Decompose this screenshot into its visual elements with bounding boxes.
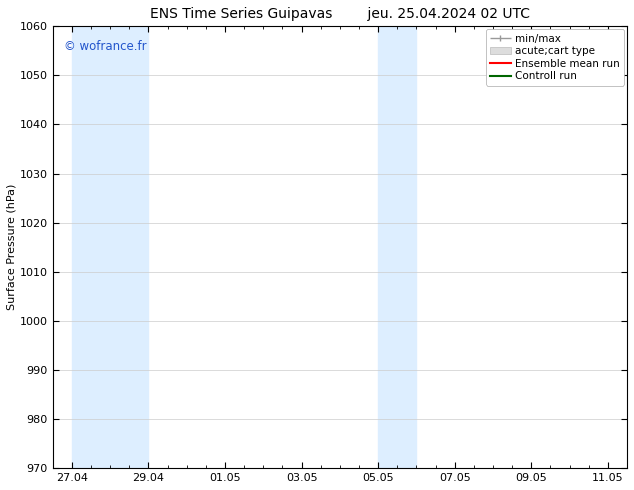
Title: ENS Time Series Guipavas        jeu. 25.04.2024 02 UTC: ENS Time Series Guipavas jeu. 25.04.2024… (150, 7, 530, 21)
Y-axis label: Surface Pressure (hPa): Surface Pressure (hPa) (7, 184, 17, 311)
Bar (72, 26, 148, 468)
Bar (378, 26, 417, 468)
Legend: min/max, acute;cart type, Ensemble mean run, Controll run: min/max, acute;cart type, Ensemble mean … (486, 29, 624, 86)
Text: © wofrance.fr: © wofrance.fr (64, 40, 147, 52)
